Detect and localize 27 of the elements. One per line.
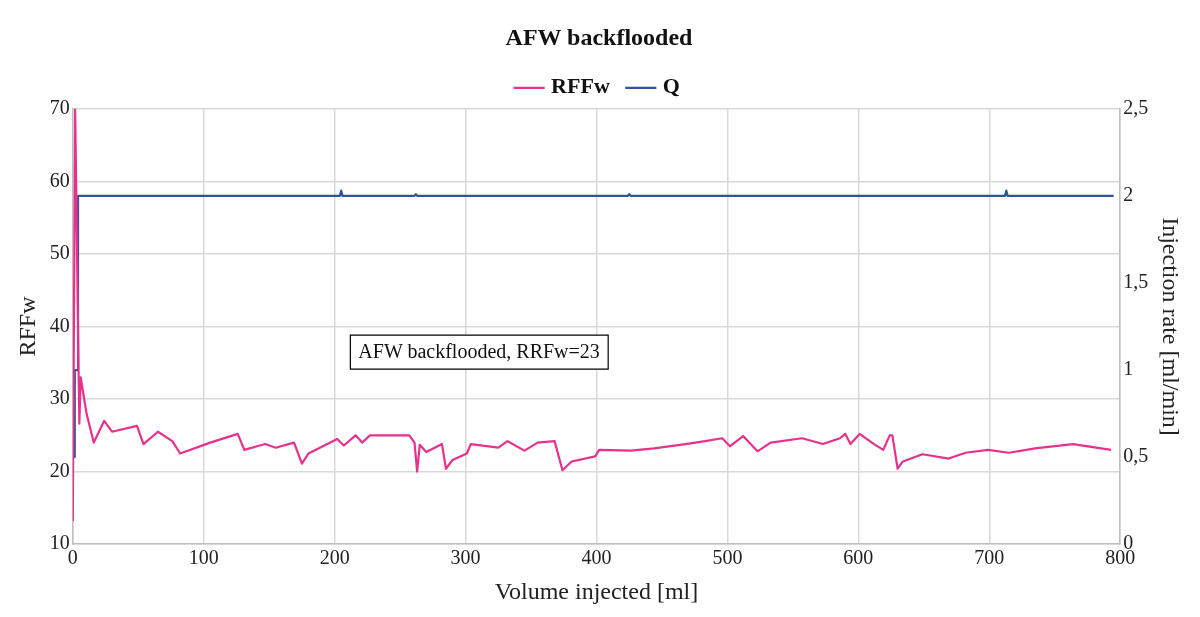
- x-tick-label: 600: [843, 546, 874, 569]
- x-tick-label: 100: [188, 546, 219, 569]
- y2-tick-label: 1: [1123, 357, 1134, 380]
- annotation: AFW backflooded, RRFw=23: [358, 340, 600, 363]
- x-tick-label: 700: [974, 546, 1005, 569]
- y-axis-title: RFFw: [13, 295, 40, 357]
- y-tick-label: 10: [49, 531, 70, 554]
- x-tick-label: 500: [712, 546, 743, 569]
- y2-tick-label: 1,5: [1123, 270, 1149, 293]
- y-tick-label: 70: [49, 96, 70, 119]
- legend-label: RFFw: [551, 73, 610, 99]
- x-axis-title: Volume injected [ml]: [494, 577, 699, 604]
- x-tick-label: 200: [319, 546, 350, 569]
- chart-title: AFW backflooded: [505, 23, 694, 50]
- x-tick-label: 300: [450, 546, 481, 569]
- y-tick-label: 60: [49, 168, 70, 191]
- y-tick-label: 30: [49, 386, 70, 409]
- y2-axis-title: Injection rate [ml/min]: [1158, 217, 1185, 436]
- x-tick-label: 400: [581, 546, 612, 569]
- y-tick-label: 20: [49, 458, 70, 481]
- y-tick-label: 50: [49, 241, 70, 264]
- y2-tick-label: 2,5: [1123, 96, 1149, 119]
- y-tick-label: 40: [49, 313, 70, 336]
- legend-label: Q: [662, 73, 680, 99]
- y2-tick-label: 2: [1123, 183, 1134, 206]
- y2-tick-label: 0,5: [1123, 444, 1149, 467]
- x-tick-label: 0: [67, 546, 78, 569]
